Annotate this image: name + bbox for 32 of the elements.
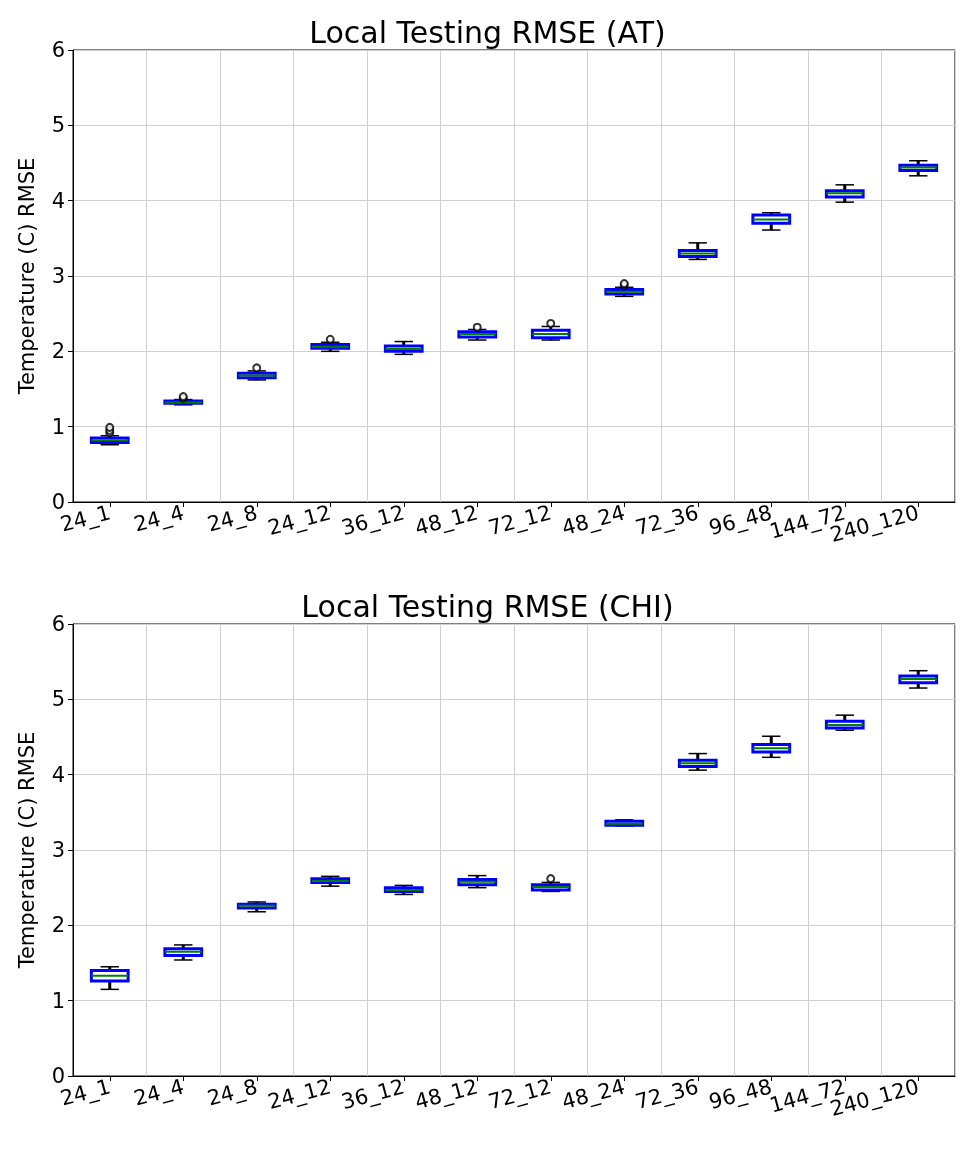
x-tick-label: 72_12 xyxy=(485,500,555,542)
y-tick-label: 1 xyxy=(51,414,65,439)
y-tick-label: 5 xyxy=(51,113,65,138)
y-tick-label: 6 xyxy=(51,38,65,62)
x-tick-label: 36_12 xyxy=(338,1074,408,1116)
chart-title: Local Testing RMSE (AT) xyxy=(309,14,666,50)
x-tick-label: 24_8 xyxy=(204,1074,261,1112)
x-tick-label: 24_12 xyxy=(265,1074,334,1116)
x-tick-label: 24_4 xyxy=(131,500,187,538)
y-tick-label: 3 xyxy=(51,838,65,862)
x-tick-label: 48_24 xyxy=(559,500,628,542)
chart-title: Local Testing RMSE (CHI) xyxy=(301,588,674,624)
y-tick-label: 4 xyxy=(51,188,65,213)
x-tick-label: 24_12 xyxy=(265,500,334,542)
x-tick-label: 72_12 xyxy=(485,1074,555,1116)
x-tick-label: 48_12 xyxy=(412,1074,481,1116)
y-axis-title: Temperature (C) RMSE xyxy=(14,157,39,396)
y-axis-title: Temperature (C) RMSE xyxy=(14,731,39,970)
x-tick-label: 48_24 xyxy=(559,1074,628,1116)
x-tick-label: 36_12 xyxy=(338,500,408,542)
y-tick-label: 5 xyxy=(51,687,65,712)
y-tick-label: 4 xyxy=(51,762,65,787)
y-tick-label: 3 xyxy=(51,264,65,288)
x-tick-label: 24_4 xyxy=(131,1074,187,1112)
y-tick-label: 1 xyxy=(51,988,65,1013)
y-tick-label: 2 xyxy=(51,339,65,364)
y-tick-label: 2 xyxy=(51,913,65,938)
x-tick-label: 72_36 xyxy=(632,1074,702,1116)
x-tick-label: 72_36 xyxy=(632,500,702,542)
y-tick-label: 6 xyxy=(51,612,65,636)
x-tick-label: 48_12 xyxy=(412,500,481,542)
x-tick-label: 24_8 xyxy=(204,500,261,538)
